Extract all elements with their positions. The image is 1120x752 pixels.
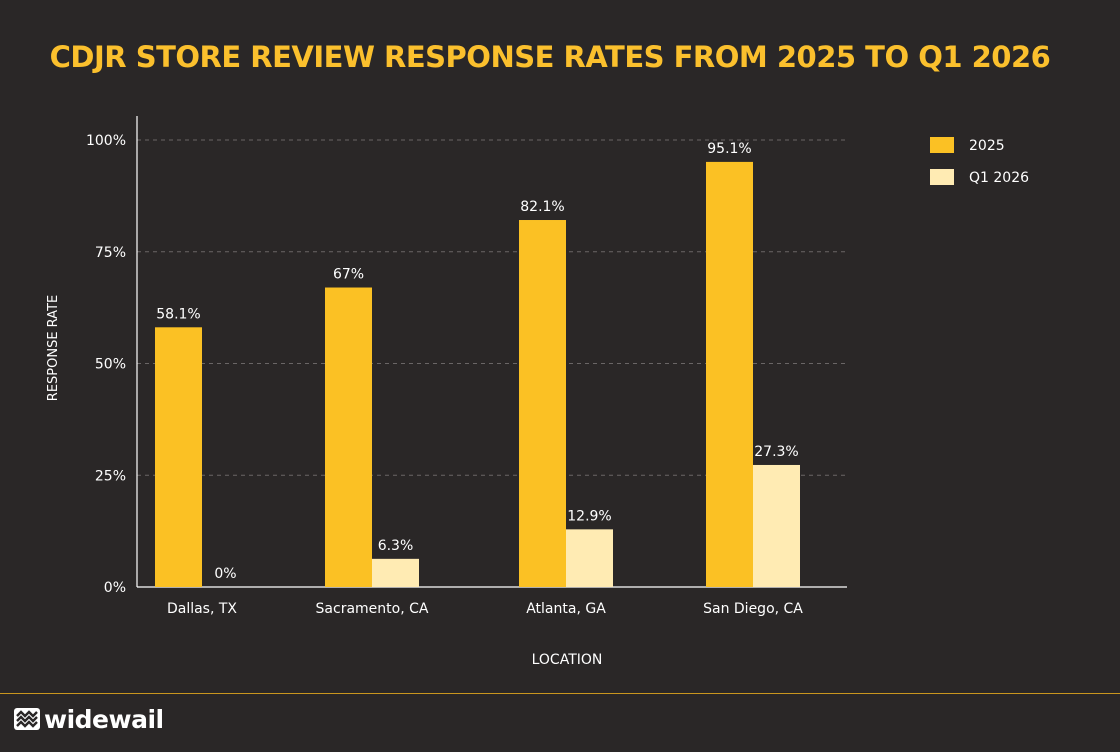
bar-2025 [155,327,202,587]
y-tick-label: 0% [104,580,126,596]
bar-q1-2026 [753,464,800,587]
widewail-icon [14,708,40,730]
y-tick-label: 100% [86,133,126,149]
data-label: 6.3% [378,538,414,554]
data-label: 67% [333,267,364,283]
y-tick-label: 50% [95,357,126,373]
data-label: 58.1% [156,306,200,322]
y-tick-label: 75% [95,245,126,261]
data-label: 95.1% [707,141,751,157]
bar-chart: 0% 25% 50% 75% 100% 58.1% 0% Dallas, TX 67% 6.3% S… [46,116,1029,668]
data-label: 27.3% [754,444,798,460]
brand-logo: widewail [14,703,164,735]
legend-label: Q1 2026 [969,170,1029,186]
bar-q1-2026 [566,529,613,587]
bar-2025 [325,287,372,587]
bar-q1-2026 [372,558,419,587]
bar-2025 [706,161,753,587]
data-label: 12.9% [567,508,611,524]
y-axis-title: RESPONSE RATE [46,295,61,401]
bar-2025 [519,220,566,587]
footer-divider [0,693,1120,694]
legend-label: 2025 [969,138,1005,154]
y-tick-label: 25% [95,468,126,484]
x-tick-label: Dallas, TX [167,601,237,617]
x-tick-label: Atlanta, GA [526,601,606,617]
x-axis-title: LOCATION [532,652,603,668]
chart-title: CDJR STORE REVIEW RESPONSE RATES FROM 20… [49,40,1051,74]
x-tick-label: San Diego, CA [703,601,803,617]
data-label: 82.1% [520,199,564,215]
legend-swatch-2025 [930,137,954,153]
data-label: 0% [214,566,236,582]
brand-name: widewail [44,704,164,734]
legend-swatch-q1-2026 [930,169,954,185]
x-tick-label: Sacramento, CA [316,601,429,617]
